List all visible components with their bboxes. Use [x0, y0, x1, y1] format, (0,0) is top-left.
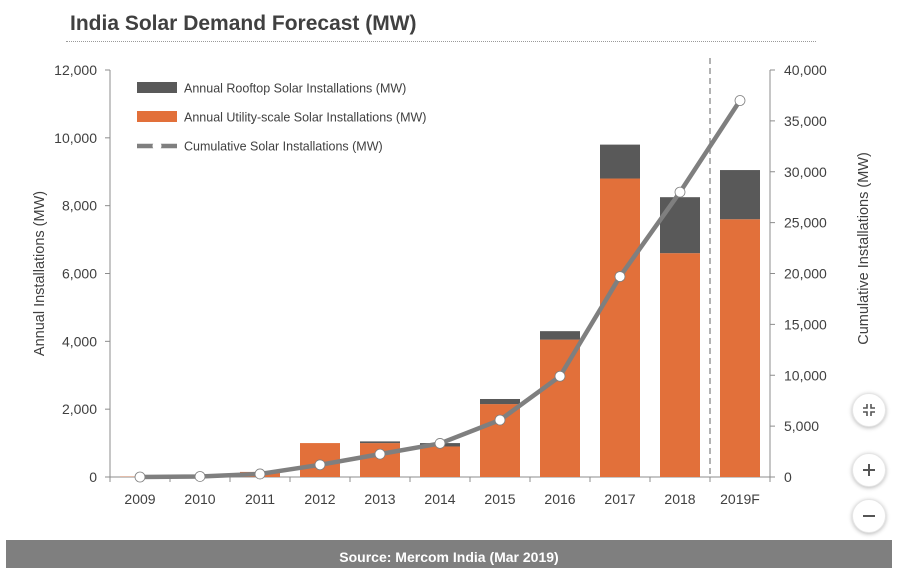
y-tick-label-left: 6,000	[62, 266, 97, 282]
x-tick-label: 2017	[604, 491, 635, 507]
fit-view-button[interactable]	[852, 393, 886, 427]
x-tick-label: 2009	[124, 491, 155, 507]
cumulative-point-2015	[494, 414, 506, 426]
x-tick-label: 2010	[184, 491, 215, 507]
cumulative-point-2011	[254, 468, 266, 480]
legend-label: Annual Rooftop Solar Installations (MW)	[184, 82, 406, 96]
bar-utility-2017	[600, 178, 640, 478]
bar-rooftop-2015	[480, 398, 520, 405]
x-tick-label: 2019F	[720, 491, 760, 507]
y-tick-label-left: 10,000	[54, 130, 97, 146]
y-tick-label-left: 0	[89, 469, 97, 485]
legend: Annual Rooftop Solar Installations (MW) A…	[137, 82, 426, 154]
chart-title: India Solar Demand Forecast (MW)	[70, 12, 417, 35]
x-tick-label: 2016	[544, 491, 575, 507]
y-tick-label-right: 40,000	[784, 62, 827, 78]
zoom-in-button[interactable]	[852, 453, 886, 487]
bar-utility-2016	[540, 339, 580, 477]
y-tick-label-right: 25,000	[784, 215, 827, 231]
y-tick-label-right: 5,000	[784, 418, 819, 434]
y-tick-label-right: 15,000	[784, 316, 827, 332]
bar-rooftop-2019F	[720, 170, 760, 220]
cumulative-point-2017	[614, 271, 626, 282]
bar-rooftop-2016	[540, 331, 580, 340]
zoom-out-button[interactable]	[852, 499, 886, 533]
collapse-arrows-icon	[863, 404, 875, 416]
cumulative-point-2018	[674, 186, 686, 198]
y-tick-label-right: 20,000	[784, 266, 827, 282]
bar-rooftop-2018	[660, 197, 700, 254]
cumulative-point-2013	[374, 448, 386, 460]
cumulative-point-2014	[434, 438, 446, 449]
source-text: Source: Mercom India (Mar 2019)	[339, 549, 559, 565]
legend-swatch-utility	[137, 111, 177, 122]
source-bar: Source: Mercom India (Mar 2019)	[6, 540, 892, 568]
x-tick-label: 2014	[424, 491, 455, 507]
x-tick-label: 2011	[245, 491, 275, 507]
cumulative-line-group	[134, 95, 746, 483]
y-axis-right-title: Cumulative Installations (MW)	[856, 152, 872, 345]
x-tick-label: 2012	[304, 491, 335, 507]
legend-swatch-rooftop	[137, 82, 177, 93]
title-divider	[66, 41, 816, 42]
x-tick-label: 2018	[664, 491, 695, 507]
y-tick-label-left: 8,000	[62, 198, 97, 214]
bar-utility-2013	[360, 443, 400, 477]
chart-canvas: 0 2,000 4,000 6,000 8,000 10,000 12,000 0 5,000 1…	[32, 58, 872, 507]
y-tick-label-right: 35,000	[784, 113, 827, 129]
bar-utility-2014	[420, 446, 460, 477]
bar-rooftop-2017	[600, 144, 640, 179]
legend-label: Cumulative Solar Installations (MW)	[184, 140, 383, 154]
legend-label: Annual Utility-scale Solar Installations…	[184, 111, 426, 125]
cumulative-point-2010	[194, 471, 206, 482]
y-tick-label-right: 30,000	[784, 164, 827, 180]
bar-utility-2018	[660, 253, 700, 477]
minus-icon	[863, 515, 875, 517]
cumulative-point-2016	[554, 370, 566, 382]
bar-rooftop-2013	[360, 441, 400, 444]
y-tick-label-right: 0	[784, 469, 792, 485]
cumulative-point-2019F	[734, 95, 746, 106]
cumulative-point-2009	[134, 471, 146, 483]
y-tick-label-left: 4,000	[62, 333, 97, 349]
x-tick-label: 2015	[484, 491, 515, 507]
y-tick-label-left: 2,000	[62, 401, 97, 417]
cumulative-line	[137, 98, 743, 480]
bar-utility-2019F	[720, 219, 760, 477]
x-tick-label: 2013	[364, 491, 395, 507]
y-tick-label-left: 12,000	[54, 62, 97, 78]
plus-icon-vertical	[868, 464, 870, 476]
y-axis-left-title: Annual Installations (MW)	[32, 191, 48, 356]
bars-group	[120, 144, 760, 478]
legend-marker-cumulative	[152, 141, 162, 151]
axes: 0 2,000 4,000 6,000 8,000 10,000 12,000 0 5,000 1…	[32, 58, 872, 507]
cumulative-point-2012	[314, 459, 326, 471]
y-tick-label-right: 10,000	[784, 367, 827, 383]
